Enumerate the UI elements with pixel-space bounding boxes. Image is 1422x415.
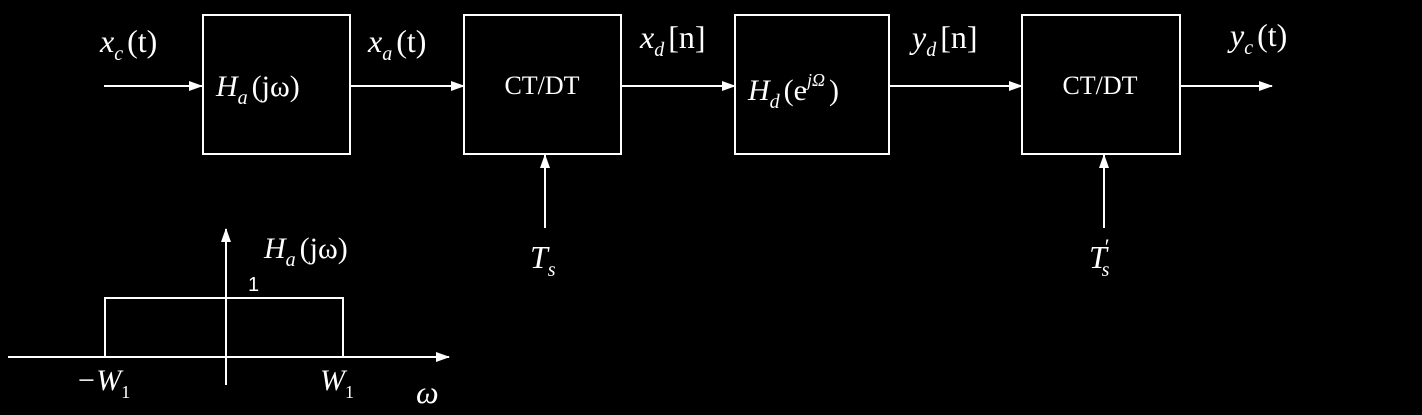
- omega-axis-label: ω: [416, 374, 439, 410]
- signal-yc-label: yc (t): [1227, 17, 1287, 59]
- digital-filter-label: Hd (ejΩ): [747, 70, 839, 113]
- signal-xa-label: xa (t): [367, 23, 426, 65]
- left-cutoff-label: −W1: [76, 364, 130, 402]
- passband-level-label: 1: [248, 274, 259, 296]
- right-cutoff-label: W1: [320, 364, 354, 402]
- analog-filter-block: [202, 14, 351, 155]
- response-title: Ha (jω): [263, 232, 348, 271]
- analog-filter-label: Ha (jω): [215, 70, 300, 109]
- signal-yd-label: yd [n]: [909, 19, 978, 61]
- ct-dt-block-1-label: CT/DT: [504, 71, 579, 100]
- signal-xd-label: xd [n]: [639, 19, 706, 61]
- passband-rectangle: [104, 297, 344, 357]
- ct-dt-block-2-label: CT/DT: [1062, 71, 1137, 100]
- digital-filter-block: [734, 14, 890, 155]
- signal-xc-label: xc (t): [99, 23, 157, 65]
- sampling-ts-label: Ts: [530, 239, 556, 281]
- sampling-ts-prime-label: T′ s: [1089, 234, 1110, 281]
